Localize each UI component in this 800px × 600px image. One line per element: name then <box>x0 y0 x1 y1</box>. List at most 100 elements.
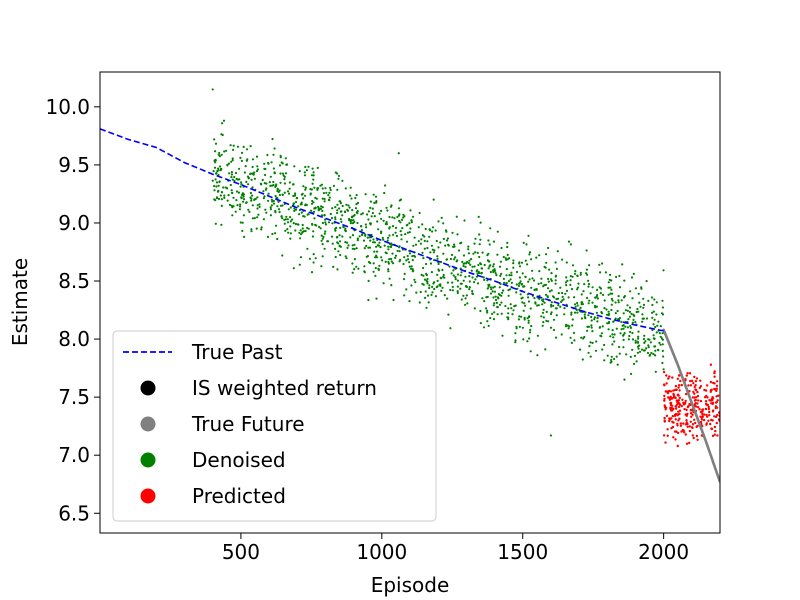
denoised-point <box>388 277 391 280</box>
y-tick-label: 9.5 <box>58 153 90 177</box>
denoised-point <box>304 229 307 233</box>
denoised-point <box>216 170 219 173</box>
denoised-point <box>313 217 316 220</box>
denoised-point <box>554 275 557 278</box>
denoised-point <box>499 274 502 277</box>
predicted-point <box>676 414 679 417</box>
y-tick-label: 7.5 <box>58 385 90 409</box>
predicted-point <box>662 383 666 386</box>
denoised-point <box>431 291 434 294</box>
denoised-point <box>635 310 638 314</box>
denoised-point <box>648 354 651 357</box>
denoised-point <box>510 274 513 277</box>
legend-swatch-is-weighted-return <box>140 380 156 396</box>
denoised-point <box>291 218 294 221</box>
denoised-point <box>373 201 376 204</box>
denoised-point <box>274 185 277 188</box>
denoised-point <box>496 230 499 233</box>
predicted-point <box>711 402 714 406</box>
denoised-point <box>606 354 609 357</box>
predicted-point <box>680 383 683 387</box>
predicted-point <box>672 392 675 396</box>
denoised-point <box>623 295 627 298</box>
denoised-point <box>436 285 439 288</box>
denoised-point <box>492 270 495 274</box>
denoised-point <box>339 202 342 205</box>
predicted-point <box>688 429 692 433</box>
denoised-point <box>603 307 606 310</box>
denoised-point <box>397 207 400 210</box>
denoised-point <box>391 225 395 228</box>
denoised-point <box>542 298 545 301</box>
denoised-point <box>471 292 475 296</box>
denoised-point <box>424 290 427 293</box>
denoised-point <box>371 211 374 215</box>
predicted-point <box>704 389 708 392</box>
denoised-point <box>523 285 526 288</box>
denoised-point <box>431 285 434 288</box>
denoised-point <box>613 333 616 336</box>
denoised-point <box>411 270 414 273</box>
denoised-point <box>545 310 548 313</box>
denoised-point <box>323 214 326 217</box>
denoised-point <box>544 348 547 351</box>
denoised-point <box>284 229 287 232</box>
denoised-point <box>304 188 307 191</box>
denoised-point <box>466 302 469 305</box>
denoised-point <box>368 246 372 249</box>
denoised-point <box>492 296 495 299</box>
denoised-point <box>631 297 634 300</box>
denoised-point <box>239 185 242 188</box>
predicted-point <box>672 407 675 411</box>
denoised-point <box>622 333 625 336</box>
denoised-point <box>346 209 350 212</box>
denoised-point <box>310 174 314 177</box>
predicted-point <box>677 419 680 422</box>
denoised-point <box>380 209 383 212</box>
denoised-point <box>559 305 562 308</box>
denoised-point <box>631 321 635 324</box>
denoised-point <box>236 204 239 207</box>
denoised-point <box>599 271 602 274</box>
denoised-point <box>629 325 632 328</box>
denoised-point <box>383 244 386 247</box>
denoised-point <box>570 288 574 291</box>
denoised-point <box>263 195 266 198</box>
denoised-point <box>367 210 370 213</box>
denoised-point <box>307 213 310 216</box>
denoised-point <box>491 290 494 293</box>
denoised-point <box>382 282 385 285</box>
denoised-point <box>320 205 323 208</box>
denoised-point <box>481 267 484 270</box>
denoised-point <box>538 270 541 273</box>
denoised-point <box>505 282 508 285</box>
denoised-point <box>589 355 592 358</box>
denoised-point <box>585 272 588 275</box>
denoised-point <box>264 188 267 191</box>
denoised-point <box>407 258 410 261</box>
predicted-point <box>715 387 719 390</box>
denoised-point <box>339 200 342 203</box>
denoised-point <box>364 193 367 196</box>
denoised-point <box>272 153 275 156</box>
denoised-point <box>213 189 216 192</box>
predicted-point <box>699 385 703 388</box>
denoised-point <box>554 282 557 285</box>
series-denoised <box>211 88 665 437</box>
legend-box <box>112 330 437 522</box>
denoised-point <box>439 241 442 244</box>
denoised-point <box>562 298 565 301</box>
denoised-point <box>488 260 491 263</box>
denoised-point <box>493 311 496 314</box>
denoised-point <box>341 204 344 208</box>
denoised-point <box>423 239 426 242</box>
denoised-point <box>533 297 536 300</box>
denoised-point <box>451 281 454 284</box>
denoised-point <box>521 326 525 329</box>
denoised-point <box>603 359 606 362</box>
denoised-point <box>495 301 498 304</box>
denoised-point <box>617 301 620 304</box>
predicted-point <box>711 398 714 402</box>
denoised-point <box>555 297 558 301</box>
denoised-point <box>293 209 296 212</box>
